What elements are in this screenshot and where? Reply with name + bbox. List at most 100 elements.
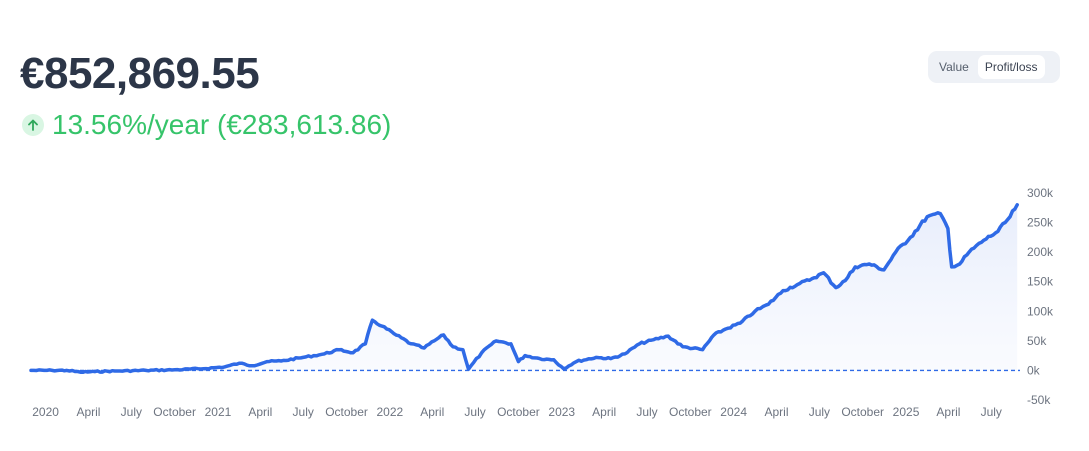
data-point	[144, 369, 147, 372]
arrow-up-icon	[22, 114, 44, 136]
data-point	[894, 251, 897, 254]
x-tick-label: 2020	[32, 405, 59, 419]
data-point	[461, 348, 464, 351]
data-point	[575, 360, 578, 363]
data-point	[352, 351, 355, 354]
data-point	[393, 332, 396, 335]
data-point	[739, 322, 742, 325]
x-tick-label: 2021	[205, 405, 232, 419]
y-tick-label: 300k	[1027, 186, 1054, 200]
data-point	[968, 251, 971, 254]
data-point	[30, 369, 33, 372]
annual-return-text: 13.56%/year (€283,613.86)	[52, 109, 392, 140]
data-point	[51, 369, 54, 372]
data-point	[423, 347, 426, 350]
x-tick-label: July	[121, 405, 142, 419]
data-point	[958, 263, 961, 266]
data-point	[452, 345, 455, 348]
y-tick-label: 50k	[1027, 334, 1047, 348]
data-point	[854, 265, 857, 268]
x-tick-label: July	[464, 405, 485, 419]
data-point	[767, 303, 770, 306]
data-point	[410, 342, 413, 345]
data-point	[810, 277, 813, 280]
y-tick-label: 200k	[1027, 245, 1054, 259]
data-point	[524, 354, 527, 357]
toggle-profit-loss-button[interactable]: Profit/loss	[977, 55, 1045, 79]
x-tick-label: April	[936, 405, 960, 419]
data-point	[338, 348, 341, 351]
x-tick-label: October	[497, 405, 540, 419]
y-axis: 300k 250k 200k 150k 100k 50k 0k -50k	[1027, 186, 1054, 407]
data-point	[562, 367, 565, 370]
data-point	[251, 364, 254, 367]
data-point	[753, 310, 756, 313]
data-point	[667, 335, 670, 338]
data-point	[701, 348, 704, 351]
data-point	[223, 365, 226, 368]
data-point	[834, 286, 837, 289]
data-point	[609, 357, 612, 360]
data-point	[796, 283, 799, 286]
x-tick-label: 2024	[720, 405, 747, 419]
data-point	[364, 342, 367, 345]
data-point	[996, 230, 999, 233]
data-point	[681, 345, 684, 348]
data-point	[442, 333, 445, 336]
data-point	[380, 325, 383, 328]
x-tick-label: October	[153, 405, 196, 419]
data-point	[538, 357, 541, 360]
data-point	[202, 367, 205, 370]
data-point	[950, 265, 953, 268]
x-tick-label: April	[248, 405, 272, 419]
toggle-value-button[interactable]: Value	[939, 60, 969, 74]
x-tick-label: 2022	[377, 405, 404, 419]
data-point	[79, 371, 82, 374]
x-tick-label: October	[669, 405, 712, 419]
data-point	[638, 342, 641, 345]
data-point	[844, 279, 847, 282]
data-point	[371, 319, 374, 322]
data-point	[173, 368, 176, 371]
data-point	[882, 268, 885, 271]
data-point	[1009, 215, 1012, 218]
data-point	[982, 239, 985, 242]
data-point	[782, 289, 785, 292]
x-tick-label: October	[841, 405, 884, 419]
data-point	[926, 215, 929, 218]
data-point	[595, 356, 598, 359]
data-point	[433, 339, 436, 342]
x-axis: 2020 April July October 2021 April July October…	[32, 405, 1002, 419]
data-point	[65, 369, 68, 372]
data-point	[238, 362, 241, 365]
x-tick-label: July	[809, 405, 830, 419]
data-point	[265, 360, 268, 363]
y-tick-label: 250k	[1027, 216, 1054, 230]
x-tick-label: October	[325, 405, 368, 419]
data-point	[323, 352, 326, 355]
x-tick-label: 2025	[893, 405, 920, 419]
y-tick-label: 100k	[1027, 304, 1054, 318]
data-point	[480, 351, 483, 354]
data-point	[946, 227, 949, 230]
y-tick-label: -50k	[1027, 393, 1051, 407]
data-point	[116, 370, 119, 373]
y-tick-label: 0k	[1027, 363, 1041, 377]
data-point	[822, 271, 825, 274]
view-toggle: Value Profit/loss	[928, 51, 1060, 83]
data-point	[939, 212, 942, 215]
x-tick-label: April	[76, 405, 100, 419]
profit-area	[31, 204, 1018, 373]
x-tick-label: April	[765, 405, 789, 419]
data-point	[868, 263, 871, 266]
data-point	[724, 328, 727, 331]
data-point	[509, 342, 512, 345]
data-point	[467, 368, 470, 371]
x-tick-label: July	[981, 405, 1002, 419]
x-tick-label: April	[420, 405, 444, 419]
x-tick-label: April	[592, 405, 616, 419]
portfolio-total-value: €852,869.55	[20, 49, 260, 98]
data-point	[280, 360, 283, 363]
data-point	[652, 338, 655, 341]
profit-line	[29, 203, 1019, 375]
